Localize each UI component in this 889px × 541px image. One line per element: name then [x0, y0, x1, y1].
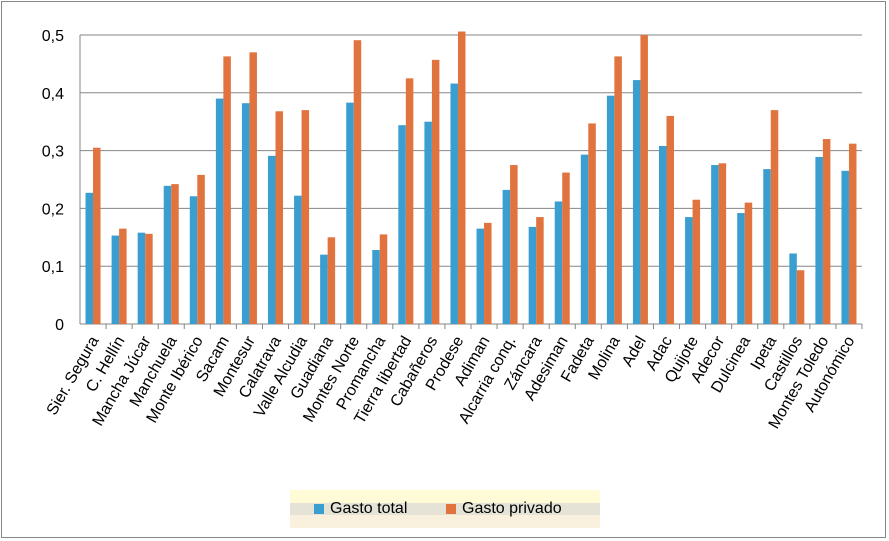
bar-gasto-total	[711, 165, 719, 324]
bar-gasto-privado	[379, 234, 388, 324]
y-tick-label: 0,3	[42, 144, 64, 161]
bar-gasto-privado	[301, 110, 310, 324]
bar-gasto-privado	[562, 172, 570, 324]
bar-gasto-total	[294, 195, 302, 324]
legend-swatch-gasto-privado	[446, 504, 456, 514]
y-tick-label: 0,1	[42, 259, 64, 276]
bar-gasto-privado	[796, 270, 805, 324]
bar-gasto-total	[320, 254, 328, 324]
y-tick-label: 0,4	[42, 86, 64, 103]
legend-label-gasto-total: Gasto total	[330, 500, 408, 517]
bar-gasto-privado	[327, 237, 336, 324]
legend: Gasto total Gasto privado	[290, 490, 600, 528]
bar-gasto-total	[606, 95, 615, 324]
bar-gasto-total	[685, 217, 693, 324]
bar-gasto-total	[111, 235, 120, 324]
bar-gasto-privado	[197, 174, 205, 324]
bar-gasto-total	[85, 192, 94, 324]
bar-gasto-total	[841, 170, 849, 324]
bar-gasto-privado	[718, 163, 727, 324]
bar-gasto-total	[580, 154, 589, 324]
bar-gasto-total	[268, 155, 276, 324]
bar-gasto-total	[554, 201, 563, 324]
bar-gasto-total	[163, 185, 172, 324]
bar-gasto-total	[372, 250, 380, 324]
bar-gasto-privado	[770, 110, 779, 324]
bar-gasto-total	[502, 189, 511, 324]
bar-gasto-privado	[484, 222, 492, 324]
bar-gasto-privado	[353, 40, 362, 325]
bar-gasto-total	[189, 196, 198, 324]
bar-gasto-total	[528, 226, 537, 324]
y-tick-label: 0,5	[42, 28, 64, 45]
bar-gasto-privado	[275, 111, 283, 325]
legend-swatch-gasto-total	[314, 504, 324, 514]
bar-gasto-total	[632, 80, 641, 324]
bar-gasto-privado	[614, 56, 622, 325]
bar-gasto-privado	[536, 217, 544, 324]
bar-gasto-total	[789, 253, 797, 324]
bar-gasto-privado	[119, 228, 127, 324]
legend-item-gasto-privado: Gasto privado	[446, 499, 562, 519]
bar-gasto-privado	[145, 233, 153, 324]
bar-gasto-privado	[171, 184, 179, 324]
bar-gasto-privado	[510, 165, 518, 324]
bar-gasto-total	[815, 156, 823, 324]
bar-gasto-total	[241, 103, 250, 324]
bar-gasto-privado	[457, 31, 466, 324]
bar-gasto-privado	[405, 78, 414, 324]
y-tick-label: 0,2	[42, 201, 64, 218]
bar-gasto-total	[450, 83, 458, 324]
bar-gasto-privado	[692, 199, 701, 324]
bar-gasto-privado	[93, 147, 101, 324]
bar-gasto-privado	[640, 35, 648, 324]
bar-gasto-total	[763, 169, 771, 324]
bar-gasto-total	[398, 125, 406, 324]
bar-gasto-total	[659, 145, 667, 324]
bar-gasto-privado	[666, 115, 674, 324]
y-tick-label: 0	[55, 317, 64, 334]
bar-gasto-privado	[249, 52, 257, 325]
bar-gasto-total	[476, 228, 485, 324]
bar-gasto-total	[424, 121, 432, 324]
bar-gasto-privado	[822, 139, 831, 324]
bar-gasto-privado	[588, 123, 596, 325]
bar-gasto-privado	[223, 56, 231, 325]
bar-gasto-privado	[431, 59, 440, 324]
legend-item-gasto-total: Gasto total	[314, 499, 407, 519]
bar-gasto-total	[737, 213, 745, 324]
bar-gasto-total	[346, 102, 354, 324]
bar-gasto-total	[137, 232, 146, 324]
legend-label-gasto-privado: Gasto privado	[462, 500, 562, 517]
bar-gasto-total	[215, 98, 224, 324]
bar-gasto-privado	[744, 202, 753, 324]
bar-gasto-privado	[848, 143, 857, 324]
